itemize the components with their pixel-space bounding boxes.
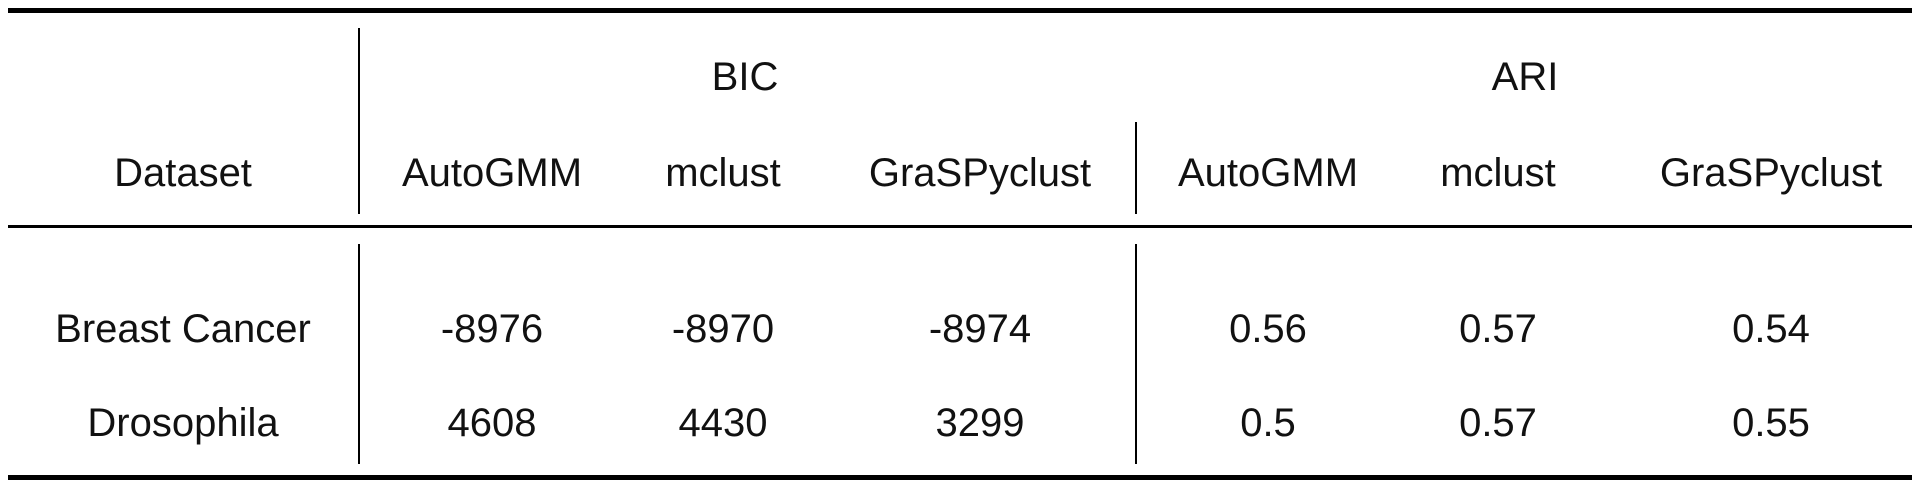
column-header-ari-graspyclust: GraSPyclust xyxy=(1659,151,1883,195)
top-rule xyxy=(8,8,1912,13)
table-cell: 0.56 xyxy=(1229,307,1307,351)
row-label: Drosophila xyxy=(87,401,279,445)
table-cell: 0.55 xyxy=(1732,401,1810,445)
column-header-bic-mclust: mclust xyxy=(665,151,781,195)
table-cell: -8976 xyxy=(440,307,544,351)
column-header-bic-autogmm: AutoGMM xyxy=(401,151,583,195)
bottom-rule xyxy=(8,475,1912,480)
bic-ari-separator-bottom xyxy=(1135,244,1137,464)
column-header-bic-graspyclust: GraSPyclust xyxy=(868,151,1092,195)
column-header-ari-mclust: mclust xyxy=(1440,151,1556,195)
table-cell: -8970 xyxy=(671,307,775,351)
table-cell: 4430 xyxy=(678,401,768,445)
dataset-separator-top xyxy=(358,28,360,214)
table-cell: -8974 xyxy=(928,307,1032,351)
table-cell: 4608 xyxy=(447,401,537,445)
group-header-bic: BIC xyxy=(711,55,779,99)
header-rule xyxy=(8,225,1912,228)
bic-ari-separator-top xyxy=(1135,122,1137,214)
row-label: Breast Cancer xyxy=(55,307,311,351)
column-header-ari-autogmm: AutoGMM xyxy=(1177,151,1359,195)
dataset-separator-bottom xyxy=(358,244,360,464)
table-cell: 0.57 xyxy=(1459,401,1537,445)
table-cell: 0.57 xyxy=(1459,307,1537,351)
table-cell: 3299 xyxy=(935,401,1025,445)
table-cell: 0.54 xyxy=(1732,307,1810,351)
group-header-ari: ARI xyxy=(1491,55,1559,99)
table-cell: 0.5 xyxy=(1240,401,1296,445)
column-header-dataset: Dataset xyxy=(114,151,252,195)
